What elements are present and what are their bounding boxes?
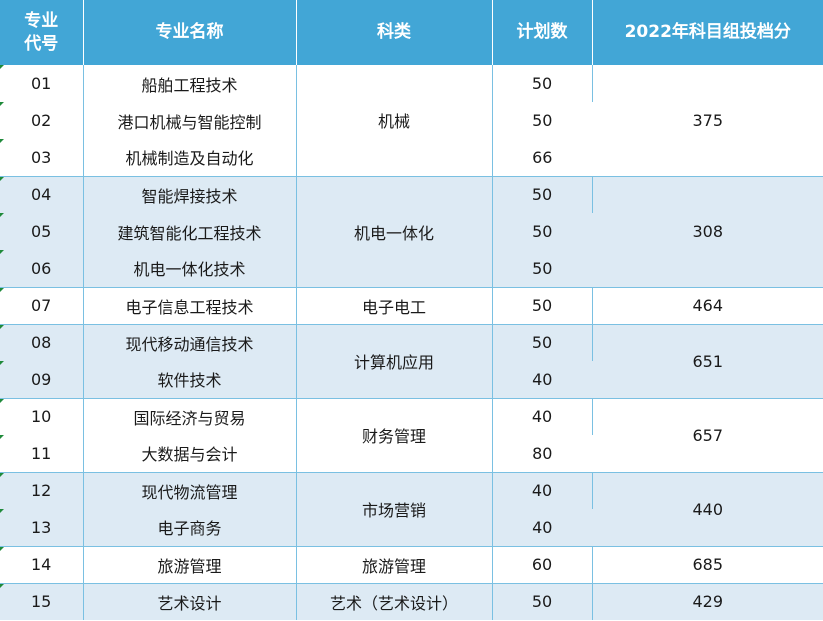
cell-code: 07 bbox=[0, 286, 84, 324]
cell-score: 308 bbox=[592, 175, 823, 287]
cell-score: 440 bbox=[592, 471, 823, 546]
cell-category: 机械 bbox=[296, 65, 493, 176]
cell-plan: 66 bbox=[492, 139, 592, 176]
table-row: 08 现代移动通信技术 计算机应用 50 651 bbox=[0, 323, 823, 398]
cell-category: 市场营销 bbox=[296, 471, 493, 546]
cell-category: 旅游管理 bbox=[296, 545, 493, 583]
cell-plan: 50 bbox=[492, 286, 593, 324]
cell-plan: 50 bbox=[492, 582, 593, 620]
cell-name: 旅游管理 bbox=[83, 545, 297, 583]
cell-code: 10 bbox=[0, 397, 84, 435]
table-row: 14 旅游管理 旅游管理 60 685 bbox=[0, 545, 823, 583]
cell-plan: 40 bbox=[492, 471, 593, 509]
cell-code: 05 bbox=[0, 213, 84, 250]
cell-category: 电子电工 bbox=[296, 286, 493, 324]
cell-name: 港口机械与智能控制 bbox=[83, 102, 297, 139]
cell-plan: 60 bbox=[492, 545, 593, 583]
cell-code: 12 bbox=[0, 471, 84, 509]
table-row: 15 艺术设计 艺术（艺术设计） 50 429 bbox=[0, 582, 823, 620]
cell-score: 464 bbox=[592, 286, 823, 324]
cell-name: 船舶工程技术 bbox=[83, 65, 297, 102]
header-code: 专业代号 bbox=[0, 0, 84, 65]
cell-name: 大数据与会计 bbox=[83, 435, 297, 472]
table-row: 01 船舶工程技术 机械 50 375 bbox=[0, 65, 823, 176]
cell-code: 04 bbox=[0, 175, 84, 213]
cell-name: 国际经济与贸易 bbox=[83, 397, 297, 435]
cell-plan: 50 bbox=[492, 175, 593, 213]
table-row: 10 国际经济与贸易 财务管理 40 657 bbox=[0, 397, 823, 472]
cell-plan: 40 bbox=[492, 509, 592, 546]
cell-category: 计算机应用 bbox=[296, 323, 493, 398]
cell-score: 429 bbox=[592, 582, 823, 620]
header-category: 科类 bbox=[296, 0, 493, 65]
header-plan: 计划数 bbox=[492, 0, 593, 65]
cell-name: 电子商务 bbox=[83, 509, 297, 546]
cell-name: 建筑智能化工程技术 bbox=[83, 213, 297, 250]
cell-name: 现代移动通信技术 bbox=[83, 323, 297, 361]
cell-score: 685 bbox=[592, 545, 823, 583]
table-row: 07 电子信息工程技术 电子电工 50 464 bbox=[0, 286, 823, 324]
cell-name: 艺术设计 bbox=[83, 582, 297, 620]
cell-code: 11 bbox=[0, 435, 84, 472]
cell-plan: 40 bbox=[492, 361, 592, 398]
table-row: 13 电子商务 40 bbox=[0, 509, 823, 546]
cell-name: 机械制造及自动化 bbox=[83, 139, 297, 176]
cell-name: 机电一体化技术 bbox=[83, 250, 297, 287]
cell-plan: 50 bbox=[492, 213, 592, 250]
table-row: 05 建筑智能化工程技术 50 bbox=[0, 213, 823, 250]
cell-score: 651 bbox=[592, 323, 823, 398]
table-row: 03 机械制造及自动化 66 bbox=[0, 139, 823, 176]
cell-category: 财务管理 bbox=[296, 397, 493, 472]
cell-score: 375 bbox=[592, 65, 823, 176]
cell-code: 01 bbox=[0, 65, 84, 102]
table-row: 04 智能焊接技术 机电一体化 50 308 bbox=[0, 175, 823, 287]
table-row: 11 大数据与会计 80 bbox=[0, 435, 823, 472]
table-row: 12 现代物流管理 市场营销 40 440 bbox=[0, 471, 823, 546]
cell-name: 智能焊接技术 bbox=[83, 175, 297, 213]
cell-category: 艺术（艺术设计） bbox=[296, 582, 493, 620]
cell-code: 14 bbox=[0, 545, 84, 583]
cell-code: 09 bbox=[0, 361, 84, 398]
header-name: 专业名称 bbox=[83, 0, 297, 65]
table-row: 06 机电一体化技术 50 bbox=[0, 250, 823, 287]
table-row: 02 港口机械与智能控制 50 bbox=[0, 102, 823, 139]
cell-code: 02 bbox=[0, 102, 84, 139]
cell-name: 电子信息工程技术 bbox=[83, 286, 297, 324]
table-row: 09 软件技术 40 bbox=[0, 361, 823, 398]
cell-code: 13 bbox=[0, 509, 84, 546]
cell-code: 08 bbox=[0, 323, 84, 361]
cell-category: 机电一体化 bbox=[296, 175, 493, 287]
cell-code: 03 bbox=[0, 139, 84, 176]
cell-name: 现代物流管理 bbox=[83, 471, 297, 509]
cell-plan: 50 bbox=[492, 250, 592, 287]
cell-plan: 80 bbox=[492, 435, 592, 472]
cell-plan: 50 bbox=[492, 102, 592, 139]
cell-plan: 50 bbox=[492, 323, 593, 361]
cell-plan: 40 bbox=[492, 397, 593, 435]
table-header-row: 专业代号 专业名称 科类 计划数 2022年科目组投档分 bbox=[0, 0, 823, 65]
cell-score: 657 bbox=[592, 397, 823, 472]
cell-code: 15 bbox=[0, 582, 84, 620]
cell-name: 软件技术 bbox=[83, 361, 297, 398]
cell-plan: 50 bbox=[492, 65, 593, 102]
header-score: 2022年科目组投档分 bbox=[592, 0, 823, 65]
cell-code: 06 bbox=[0, 250, 84, 287]
